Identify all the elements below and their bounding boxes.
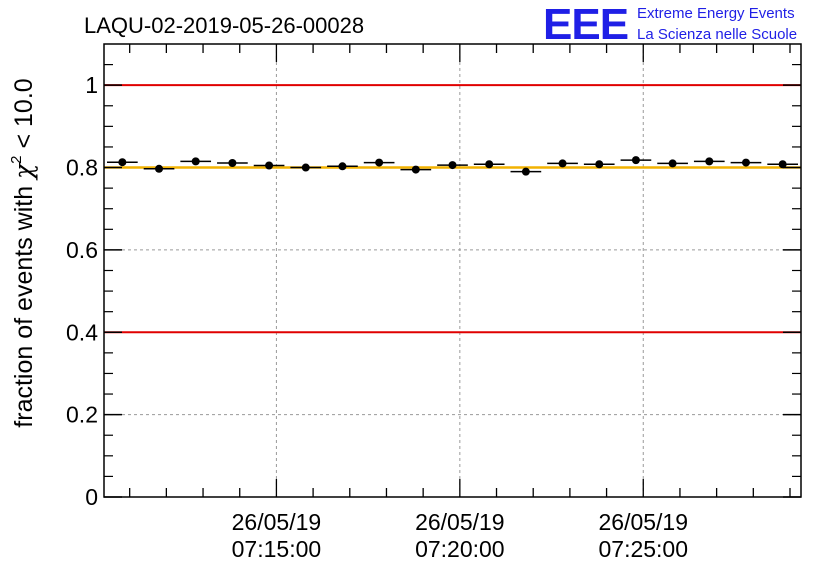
data-point xyxy=(155,164,164,173)
y-tick-label: 0.8 xyxy=(66,155,98,181)
x-tick-label-time: 07:15:00 xyxy=(232,536,322,562)
eee-logo-letters: EEE xyxy=(543,0,628,49)
x-tick-label-date: 26/05/19 xyxy=(598,509,688,535)
y-axis-label-suffix: < 10.0 xyxy=(10,78,38,155)
data-points-layer xyxy=(107,156,798,176)
data-point xyxy=(191,157,200,166)
x-tick-label-date: 26/05/19 xyxy=(232,509,322,535)
data-point xyxy=(668,159,677,168)
data-point xyxy=(228,159,237,168)
x-tick-label-time: 07:20:00 xyxy=(415,536,505,562)
y-tick-label: 0 xyxy=(85,484,98,510)
y-tick-label: 0.2 xyxy=(66,402,98,428)
data-point xyxy=(778,160,787,169)
data-point xyxy=(411,165,420,174)
data-point xyxy=(521,167,530,176)
data-point xyxy=(118,158,127,167)
data-point xyxy=(595,160,604,169)
y-axis-label-prefix: fraction of events with xyxy=(10,179,38,428)
y-tick-label: 1 xyxy=(85,72,98,98)
y-tick-label: 0.6 xyxy=(66,237,98,263)
eee-logo-line2: La Scienza nelle Scuole xyxy=(637,26,797,43)
axes: 00.20.40.60.8126/05/1907:15:0026/05/1907… xyxy=(66,44,801,562)
y-tick-label: 0.4 xyxy=(66,319,98,345)
eee-logo: EEE Extreme Energy Events La Scienza nel… xyxy=(543,0,797,49)
y-axis-label-chi: χ xyxy=(9,162,38,181)
x-tick-label-date: 26/05/19 xyxy=(415,509,505,535)
data-point xyxy=(485,160,494,169)
data-point xyxy=(375,158,384,167)
eee-logo-line1: Extreme Energy Events xyxy=(637,5,795,22)
y-axis-label-superscript: 2 xyxy=(8,155,25,163)
data-point xyxy=(338,162,347,171)
x-tick-label-time: 07:25:00 xyxy=(598,536,688,562)
data-point xyxy=(631,156,640,165)
grid-layer xyxy=(104,44,801,497)
data-point xyxy=(265,161,274,170)
data-point xyxy=(558,159,567,168)
data-point xyxy=(448,161,457,170)
y-axis-label: fraction of events with χ2 < 10.0 xyxy=(8,78,38,427)
data-point xyxy=(301,163,310,172)
data-point xyxy=(705,157,714,166)
run-title: LAQU-02-2019-05-26-00028 xyxy=(84,13,364,38)
data-point xyxy=(741,158,750,167)
